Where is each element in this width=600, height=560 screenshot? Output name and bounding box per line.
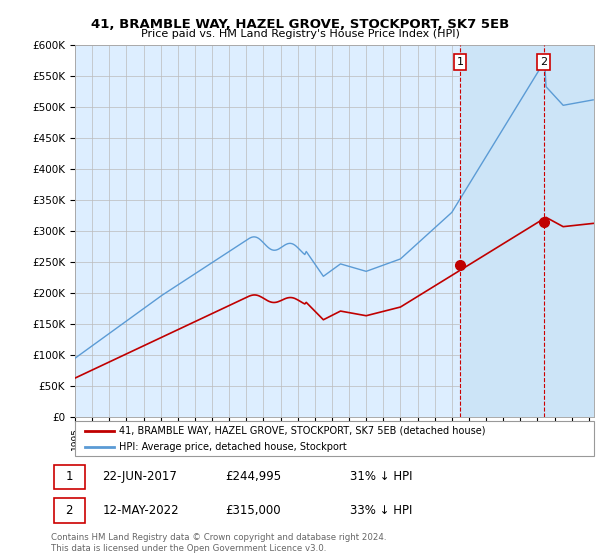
Text: 41, BRAMBLE WAY, HAZEL GROVE, STOCKPORT, SK7 5EB (detached house): 41, BRAMBLE WAY, HAZEL GROVE, STOCKPORT,… <box>119 426 485 436</box>
Text: 12-MAY-2022: 12-MAY-2022 <box>103 504 179 517</box>
Text: 2: 2 <box>65 504 73 517</box>
Text: £315,000: £315,000 <box>225 504 280 517</box>
Text: £244,995: £244,995 <box>225 470 281 483</box>
FancyBboxPatch shape <box>54 498 85 522</box>
Text: 1: 1 <box>457 57 463 67</box>
Text: 31% ↓ HPI: 31% ↓ HPI <box>350 470 412 483</box>
Text: 41, BRAMBLE WAY, HAZEL GROVE, STOCKPORT, SK7 5EB: 41, BRAMBLE WAY, HAZEL GROVE, STOCKPORT,… <box>91 18 509 31</box>
Text: HPI: Average price, detached house, Stockport: HPI: Average price, detached house, Stoc… <box>119 442 347 452</box>
Text: 1: 1 <box>65 470 73 483</box>
Bar <box>460 45 594 417</box>
Text: Price paid vs. HM Land Registry's House Price Index (HPI): Price paid vs. HM Land Registry's House … <box>140 29 460 39</box>
Text: 33% ↓ HPI: 33% ↓ HPI <box>350 504 412 517</box>
Text: 22-JUN-2017: 22-JUN-2017 <box>103 470 178 483</box>
FancyBboxPatch shape <box>54 465 85 489</box>
FancyBboxPatch shape <box>75 421 594 456</box>
Text: Contains HM Land Registry data © Crown copyright and database right 2024.
This d: Contains HM Land Registry data © Crown c… <box>51 533 386 553</box>
Text: 2: 2 <box>540 57 547 67</box>
